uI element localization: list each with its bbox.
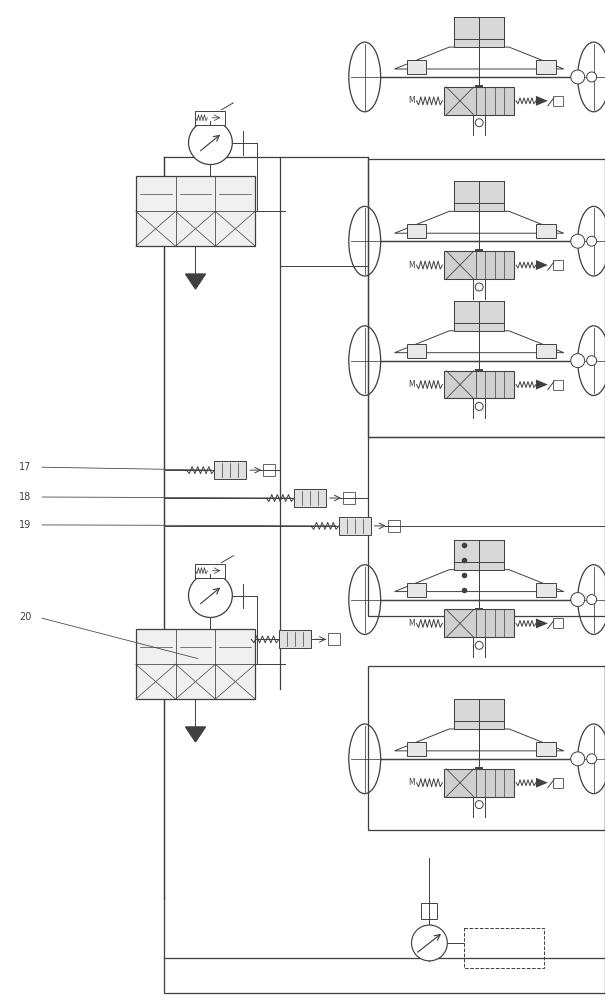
- Bar: [454, 181, 504, 211]
- Bar: [294, 489, 326, 507]
- Circle shape: [571, 752, 585, 766]
- Polygon shape: [536, 778, 548, 788]
- Bar: [196, 111, 225, 125]
- Bar: [407, 742, 427, 756]
- Bar: [464, 928, 544, 968]
- Text: M: M: [408, 380, 415, 389]
- Polygon shape: [536, 96, 548, 106]
- Bar: [368, 666, 605, 830]
- Bar: [454, 17, 504, 47]
- Circle shape: [475, 801, 483, 809]
- Circle shape: [475, 283, 483, 291]
- Bar: [553, 96, 563, 106]
- Circle shape: [188, 121, 232, 165]
- Circle shape: [475, 119, 483, 127]
- Circle shape: [587, 595, 597, 605]
- Bar: [407, 583, 427, 597]
- Bar: [454, 301, 504, 331]
- Polygon shape: [185, 727, 205, 742]
- Bar: [444, 609, 514, 637]
- Bar: [421, 903, 438, 919]
- Text: 20: 20: [19, 612, 32, 622]
- Circle shape: [571, 234, 585, 248]
- Circle shape: [587, 356, 597, 366]
- Circle shape: [571, 593, 585, 607]
- Bar: [454, 699, 504, 729]
- Bar: [454, 540, 504, 570]
- Bar: [339, 517, 371, 535]
- Text: M: M: [408, 261, 415, 270]
- Polygon shape: [536, 380, 548, 390]
- Text: 19: 19: [19, 520, 32, 530]
- Bar: [196, 564, 225, 578]
- Bar: [136, 176, 255, 246]
- Bar: [444, 371, 514, 398]
- Circle shape: [571, 70, 585, 84]
- Bar: [388, 520, 399, 532]
- Bar: [263, 464, 275, 476]
- Bar: [328, 633, 340, 645]
- Bar: [553, 260, 563, 270]
- Text: 18: 18: [19, 492, 32, 502]
- Bar: [368, 437, 605, 616]
- Polygon shape: [185, 274, 205, 289]
- Bar: [553, 618, 563, 628]
- Circle shape: [571, 354, 585, 368]
- Text: M: M: [408, 96, 415, 105]
- Circle shape: [587, 72, 597, 82]
- Circle shape: [411, 925, 447, 961]
- Polygon shape: [536, 618, 548, 628]
- Circle shape: [587, 754, 597, 764]
- Bar: [164, 958, 605, 993]
- Bar: [444, 769, 514, 797]
- Polygon shape: [536, 260, 548, 270]
- Circle shape: [587, 236, 597, 246]
- Bar: [536, 742, 556, 756]
- Circle shape: [188, 574, 232, 617]
- Bar: [368, 159, 605, 437]
- Text: 17: 17: [19, 462, 32, 472]
- Text: M: M: [408, 778, 415, 787]
- Circle shape: [475, 641, 483, 649]
- Bar: [215, 461, 246, 479]
- Bar: [444, 87, 514, 115]
- Bar: [343, 492, 355, 504]
- Bar: [536, 583, 556, 597]
- Bar: [279, 630, 311, 648]
- Bar: [536, 60, 556, 74]
- Bar: [407, 60, 427, 74]
- Bar: [536, 344, 556, 358]
- Bar: [407, 224, 427, 238]
- Bar: [553, 778, 563, 788]
- Bar: [136, 629, 255, 699]
- Bar: [444, 251, 514, 279]
- Text: M: M: [408, 619, 415, 628]
- Bar: [553, 380, 563, 390]
- Bar: [536, 224, 556, 238]
- Bar: [407, 344, 427, 358]
- Circle shape: [475, 402, 483, 410]
